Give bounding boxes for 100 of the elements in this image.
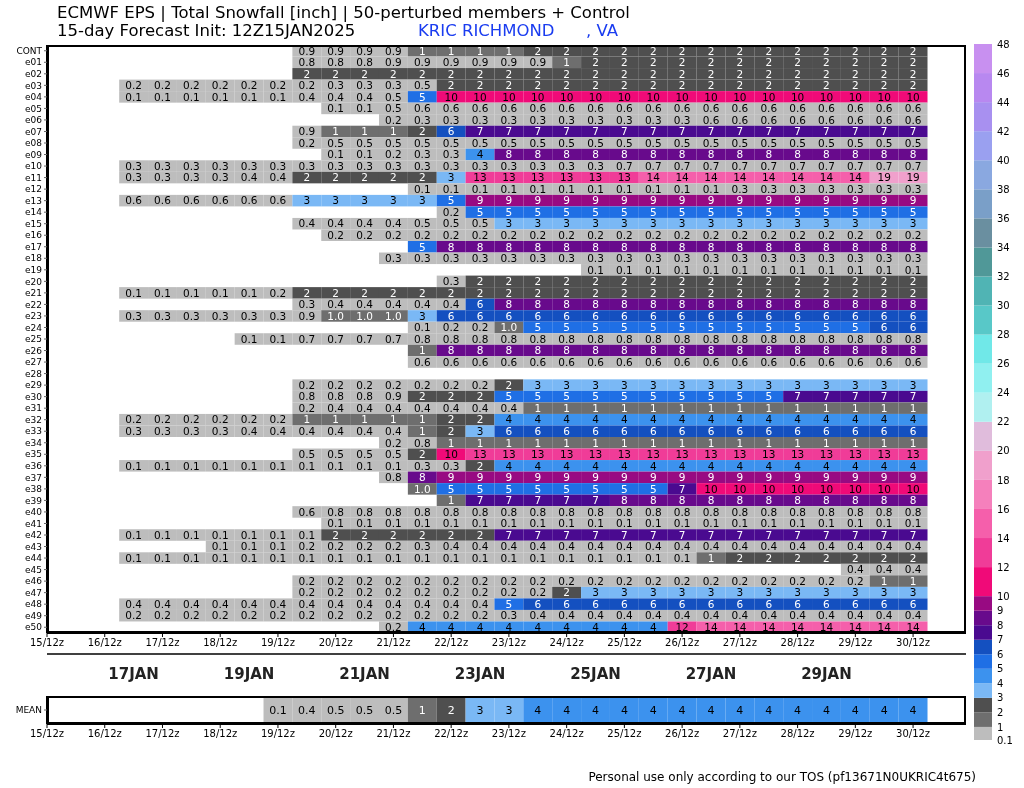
data-label: 4 <box>621 413 629 426</box>
data-label: 10 <box>733 90 747 103</box>
data-label: 10 <box>646 90 660 103</box>
data-label: 0.7 <box>875 159 893 172</box>
data-label: 0.2 <box>327 378 345 391</box>
data-label: 0.1 <box>413 517 431 530</box>
data-label: 6 <box>563 425 571 438</box>
data-label: 1 <box>707 551 715 564</box>
data-label: 0.8 <box>298 56 316 69</box>
data-label: 0.4 <box>818 609 836 622</box>
data-label: 0.2 <box>442 205 460 218</box>
color-bar-label: 34 <box>997 242 1010 254</box>
data-label: 0.6 <box>558 355 576 368</box>
data-label: 0.4 <box>904 540 922 553</box>
data-label: 7 <box>678 482 686 495</box>
data-label: 0.4 <box>269 597 287 610</box>
data-label: 2 <box>765 286 773 299</box>
data-label: 4 <box>534 459 542 472</box>
data-label: 8 <box>736 240 744 253</box>
data-label: 2 <box>909 551 917 564</box>
data-label: 2 <box>332 171 340 184</box>
data-label: 0.2 <box>240 609 258 622</box>
data-label: 0.6 <box>673 355 691 368</box>
data-label: 0.7 <box>327 332 345 345</box>
data-label: 0.4 <box>442 298 460 311</box>
y-tick-label: CONT <box>16 45 43 56</box>
data-label: 2 <box>505 275 513 288</box>
data-label: 0.5 <box>616 136 633 149</box>
data-label: 1 <box>534 401 542 414</box>
data-label: 0.6 <box>760 113 778 126</box>
y-tick-label: e27 <box>25 357 42 368</box>
data-label: 0.3 <box>644 252 662 265</box>
data-label: 8 <box>909 344 917 357</box>
x-tick-label: 24/12z <box>549 728 584 740</box>
data-label: 9 <box>649 194 657 207</box>
data-label: 10 <box>762 90 776 103</box>
data-label: 0.1 <box>240 332 258 345</box>
data-label: 7 <box>707 528 715 541</box>
data-label: 0.6 <box>442 102 460 115</box>
data-label: 0.3 <box>211 159 229 172</box>
data-label: 9 <box>707 471 715 484</box>
data-label: 6 <box>736 425 744 438</box>
data-label: 0.2 <box>356 229 373 242</box>
data-label: 0.1 <box>327 459 345 472</box>
data-label: 2 <box>649 79 657 92</box>
y-tick-label: e38 <box>25 484 43 495</box>
data-label: 2 <box>332 528 340 541</box>
x-tick-label: 19/12z <box>260 728 295 740</box>
color-bar-label: 9 <box>997 605 1004 617</box>
data-label: 2 <box>621 79 628 92</box>
data-label: 0.2 <box>182 79 200 92</box>
data-label: 8 <box>649 344 657 357</box>
x-tick-label: 30/12z <box>896 637 931 649</box>
data-label: 0.2 <box>356 540 373 553</box>
x-tick-label: 19/12z <box>260 637 295 649</box>
data-label: 0.4 <box>356 298 374 311</box>
data-label: 0.1 <box>442 517 460 530</box>
data-label: 2 <box>794 79 801 92</box>
y-tick-label: e14 <box>25 207 43 218</box>
data-label: 0.4 <box>413 597 431 610</box>
data-label: 2 <box>736 551 744 564</box>
data-label: 7 <box>765 125 773 138</box>
data-label: 5 <box>476 205 484 218</box>
data-label: 2 <box>707 286 715 299</box>
data-label: 4 <box>476 148 484 161</box>
data-label: 1 <box>534 436 542 449</box>
data-label: 4 <box>592 413 600 426</box>
data-label: 0.1 <box>240 459 258 472</box>
data-label: 8 <box>418 471 426 484</box>
data-label: 0.6 <box>529 102 547 115</box>
data-label: 0.1 <box>500 517 518 530</box>
data-label: 3 <box>447 171 455 184</box>
data-label: 0.2 <box>529 229 547 242</box>
data-label: 1 <box>476 44 484 57</box>
data-label: 8 <box>534 344 542 357</box>
data-label: 0.7 <box>356 332 373 345</box>
data-label: 0.6 <box>904 113 922 126</box>
data-label: 0.1 <box>327 102 345 115</box>
data-label: 7 <box>592 125 599 138</box>
data-label: 0.2 <box>558 229 575 242</box>
data-label: 0.6 <box>702 355 720 368</box>
data-label: 0.4 <box>385 425 403 438</box>
data-label: 0.4 <box>471 540 489 553</box>
data-label: 5 <box>534 482 542 495</box>
data-label: 0.3 <box>182 425 200 438</box>
data-label: 0.2 <box>182 609 200 622</box>
data-label: 0.5 <box>904 136 922 149</box>
data-label: 10 <box>877 482 891 495</box>
data-label: 4 <box>707 413 715 426</box>
data-label: 2 <box>678 286 686 299</box>
data-label: 6 <box>534 597 542 610</box>
data-label: 4 <box>505 621 513 634</box>
data-label: 14 <box>704 171 718 184</box>
data-label: 0.2 <box>269 609 287 622</box>
data-label: 0.5 <box>731 136 749 149</box>
data-label: 2 <box>303 67 311 80</box>
data-label: 1 <box>880 574 888 587</box>
data-label: 8 <box>880 298 888 311</box>
data-label: 0.5 <box>385 90 402 103</box>
data-label: 9 <box>621 471 628 484</box>
